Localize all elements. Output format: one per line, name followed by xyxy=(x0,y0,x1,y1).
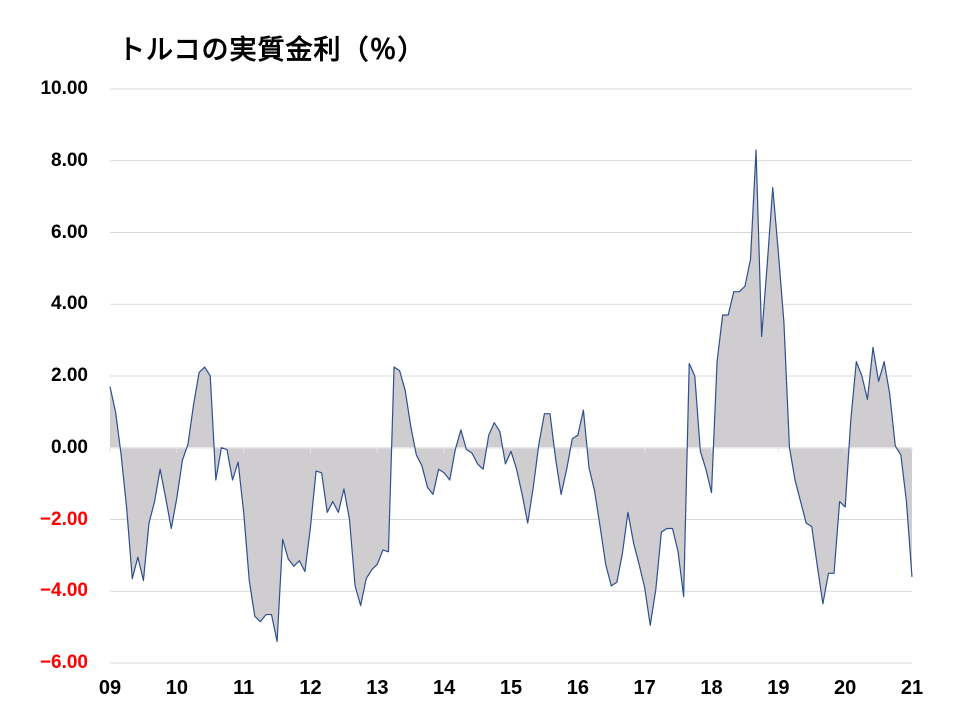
y-tick-label: −4.00 xyxy=(39,580,88,602)
x-tick-label: 10 xyxy=(165,677,188,699)
x-tick-label: 14 xyxy=(433,677,456,699)
x-tick-label: 17 xyxy=(633,677,656,699)
gridlines xyxy=(110,88,912,664)
y-tick-label: 2.00 xyxy=(51,365,88,386)
area-fill xyxy=(110,149,912,642)
y-tick-label: 6.00 xyxy=(51,221,88,243)
x-tick-label: 20 xyxy=(834,677,857,699)
x-tick-label: 11 xyxy=(233,677,255,699)
x-tick-label: 19 xyxy=(767,677,790,699)
y-tick-label: −2.00 xyxy=(39,508,88,530)
data-line xyxy=(109,149,913,643)
x-tick-label: 18 xyxy=(700,677,723,699)
x-tick-marks xyxy=(109,447,913,453)
x-tick-label: 12 xyxy=(299,677,322,699)
x-tick-label: 13 xyxy=(366,677,389,699)
x-tick-label: 15 xyxy=(499,677,523,699)
chart-title: トルコの実質金利（％） xyxy=(118,35,426,66)
y-tick-label: 4.00 xyxy=(51,293,88,315)
y-tick-label: −6.00 xyxy=(39,652,88,673)
x-tick-label: 09 xyxy=(98,677,122,699)
y-tick-label: 10.00 xyxy=(40,78,88,99)
y-tick-label: 8.00 xyxy=(51,149,88,171)
x-tick-label: 16 xyxy=(566,677,589,699)
y-tick-label: 0.00 xyxy=(51,436,88,458)
x-tick-label: 21 xyxy=(900,677,924,699)
